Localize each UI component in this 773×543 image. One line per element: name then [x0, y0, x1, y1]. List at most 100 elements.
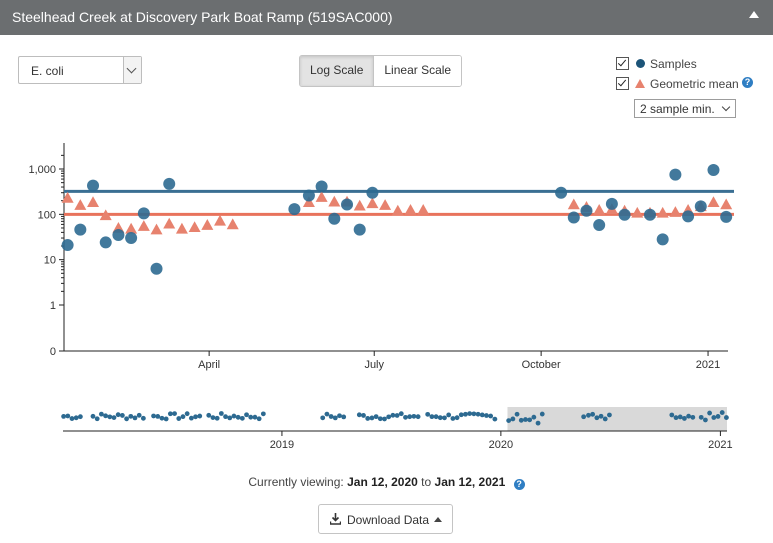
chevron-down-icon	[721, 102, 731, 112]
geomean-point	[188, 221, 201, 233]
geomean-point	[631, 206, 644, 218]
overview-sample-point	[328, 414, 334, 419]
overview-sample-point	[65, 413, 71, 419]
geomean-point	[125, 222, 138, 234]
overview-sample-point	[398, 411, 404, 417]
overview-sample-point	[94, 416, 100, 422]
overview-sample-point	[218, 411, 224, 416]
overview-sample-point	[598, 413, 604, 419]
sample-point	[315, 180, 328, 193]
sample-point	[74, 223, 87, 236]
overview-sample-point	[429, 414, 435, 420]
overview-chart[interactable]: 2019 2020 2021	[0, 395, 773, 455]
overview-sample-point	[227, 415, 233, 421]
y-tick-label: 100	[38, 209, 56, 221]
overview-x-tick-label: 2019	[270, 439, 294, 451]
overview-sample-point	[151, 413, 156, 419]
overview-sample-point	[119, 413, 125, 418]
overview-sample-point	[715, 414, 721, 419]
scale-toggle-group: Log Scale Linear Scale	[299, 55, 463, 87]
overview-sample-point	[180, 414, 186, 420]
linear-scale-button[interactable]: Linear Scale	[373, 56, 462, 86]
geomean-point	[74, 199, 87, 210]
overview-sample-point	[197, 413, 203, 419]
geomean-point	[720, 198, 733, 210]
overview-sample-point	[394, 413, 400, 418]
parameter-select-toggle[interactable]	[123, 57, 141, 83]
sample-point	[618, 208, 631, 221]
overview-sample-point	[484, 413, 489, 418]
sample-min-value: 2 sample min.	[640, 102, 715, 116]
overview-sample-point	[488, 413, 494, 419]
overview-sample-point	[446, 412, 452, 418]
download-icon	[330, 513, 341, 525]
viewing-connector: to	[421, 475, 432, 489]
overview-sample-point	[673, 415, 679, 421]
overview-sample-point	[437, 415, 443, 421]
geomean-point	[379, 199, 392, 210]
overview-sample-point	[210, 415, 216, 421]
overview-sample-point	[132, 415, 138, 421]
overview-sample-point	[581, 414, 587, 420]
overview-sample-point	[136, 412, 142, 418]
overview-sample-point	[341, 414, 347, 420]
overview-sample-point	[248, 414, 254, 420]
overview-sample-point	[235, 414, 241, 420]
sample-point	[353, 223, 366, 236]
parameter-value: E. coli	[31, 64, 64, 78]
viewing-range: Currently viewing: Jan 12, 2020 to Jan 1…	[0, 475, 773, 490]
overview-sample-point	[365, 416, 371, 421]
parameter-select[interactable]: E. coli	[18, 56, 142, 84]
overview-sample-point	[61, 413, 66, 419]
overview-brush	[507, 407, 727, 431]
overview-sample-point	[514, 411, 520, 417]
sample-min-select[interactable]: 2 sample min.	[634, 99, 736, 118]
samples-legend-label: Samples	[650, 57, 697, 71]
overview-sample-point	[690, 414, 696, 420]
viewing-end-date: Jan 12, 2021	[434, 475, 506, 489]
overview-sample-point	[527, 417, 533, 423]
overview-sample-point	[479, 412, 485, 418]
overview-sample-point	[677, 414, 683, 420]
overview-sample-point	[111, 415, 117, 420]
station-title: Steelhead Creek at Discovery Park Boat R…	[12, 9, 393, 25]
geomean-point	[593, 203, 606, 215]
sample-point	[669, 168, 682, 181]
main-chart: 0 1 10 100 1,000 April July October 2021	[28, 143, 734, 371]
overview-sample-point	[719, 410, 725, 415]
sample-point	[605, 197, 618, 210]
chevron-down-icon	[126, 63, 137, 74]
overview-sample-point	[707, 410, 713, 416]
overview-sample-point	[103, 413, 108, 419]
viewing-help-icon[interactable]: ?	[513, 479, 525, 490]
overview-sample-point	[458, 412, 464, 418]
y-tick-label: 0	[50, 346, 56, 358]
overview-sample-point	[90, 413, 96, 419]
overview-sample-point	[539, 411, 545, 417]
sample-point	[694, 200, 707, 213]
log-scale-button[interactable]: Log Scale	[300, 56, 374, 86]
overview-sample-point	[711, 415, 717, 420]
collapse-caret-icon[interactable]	[749, 11, 759, 18]
samples-checkbox[interactable]	[616, 57, 629, 70]
sample-point	[61, 239, 74, 252]
overview-sample-point	[369, 415, 375, 421]
overview-sample-point	[115, 412, 121, 418]
overview-sample-point	[124, 416, 129, 422]
overview-sample-point	[425, 411, 431, 417]
x-tick-label: April	[198, 359, 220, 371]
sample-point	[366, 186, 379, 199]
overview-sample-point	[73, 415, 79, 421]
geomean-legend-label: Geometric mean	[650, 77, 739, 91]
geomean-point	[214, 214, 227, 226]
y-tick-label: 1,000	[28, 164, 56, 176]
overview-sample-point	[188, 415, 194, 421]
overview-sample-point	[433, 414, 439, 420]
overview-sample-point	[244, 412, 249, 418]
download-data-button[interactable]: Download Data	[318, 504, 453, 534]
overview-sample-point	[239, 415, 245, 421]
overview-sample-point	[77, 414, 83, 420]
geomean-help-icon[interactable]: ?	[742, 77, 753, 88]
geomean-checkbox[interactable]	[616, 77, 629, 90]
sample-point	[341, 198, 354, 211]
